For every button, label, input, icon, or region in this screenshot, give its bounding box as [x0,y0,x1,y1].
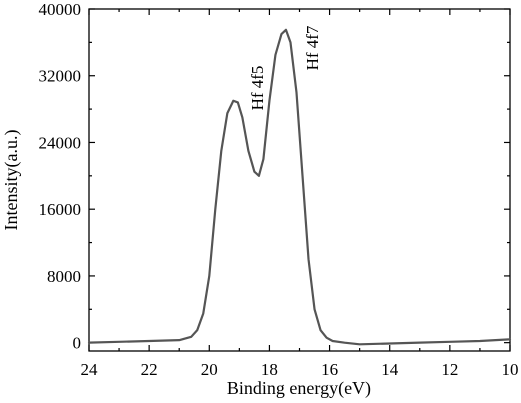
y-tick-label: 40000 [39,0,82,19]
x-tick-label: 10 [502,360,519,379]
axis-tick-labels: 24 22 20 18 16 14 12 10 0 8000 16000 24000 32000 4000… [39,0,519,379]
y-tick-label: 24000 [39,133,82,152]
y-tick-label: 32000 [39,67,82,86]
x-tick-label: 20 [201,360,218,379]
y-tick-label: 8000 [47,267,81,286]
y-tick-label: 0 [73,334,82,353]
x-tick-label: 12 [441,360,458,379]
series-line [87,28,512,346]
x-tick-label: 16 [321,360,338,379]
x-tick-label: 22 [141,360,158,379]
y-axis-title: Intensity(a.u.) [1,130,22,231]
x-tick-label: 24 [81,360,99,379]
peak-label-hf4f7: Hf 4f7 [303,25,322,70]
axis-ticks [88,8,511,351]
x-tick-label: 18 [261,360,278,379]
x-tick-label: 14 [381,360,399,379]
peak-label-hf4f5: Hf 4f5 [248,66,267,111]
y-tick-label: 16000 [39,200,82,219]
plot-frame [88,8,511,352]
x-axis-title: Binding energy(eV) [227,378,371,399]
